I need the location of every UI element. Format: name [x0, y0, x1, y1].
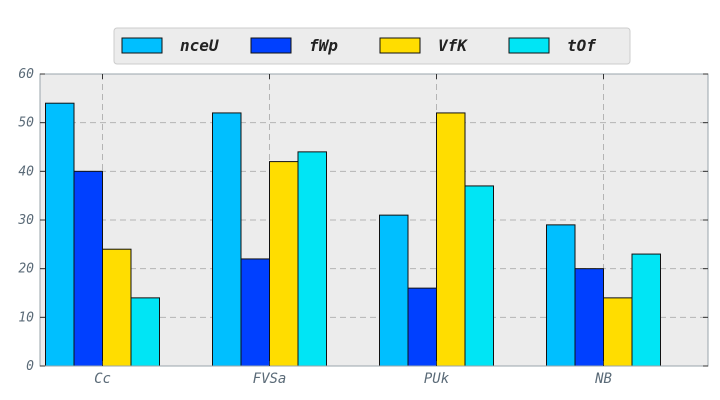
- legend-swatch-nceU: [121, 37, 163, 54]
- bar-tOf-NB: [631, 253, 661, 367]
- legend-swatch-tOf: [508, 37, 550, 54]
- x-axis: Cc FVSa PUk NB: [94, 74, 612, 387]
- bar-nceU-Cc: [45, 102, 75, 367]
- legend-box: [113, 27, 631, 65]
- legend-label-nceU: nceU: [180, 36, 219, 55]
- bar-nceU-NB: [546, 224, 576, 367]
- x-tick-label: PUk: [424, 371, 450, 387]
- y-tick-label: 60: [18, 67, 34, 82]
- legend-swatch-fWp: [250, 37, 292, 54]
- y-tick-label: 50: [18, 116, 34, 131]
- bar-nceU-PUk: [379, 214, 409, 367]
- legend-label-fWp: fWp: [309, 36, 338, 55]
- x-tick-label: Cc: [94, 371, 111, 387]
- bar-VfK-FVSa: [269, 161, 299, 367]
- bar-fWp-PUk: [407, 287, 437, 367]
- y-axis: 0 10 20 30 40 50 60: [17, 67, 708, 374]
- y-tick-label: 0: [26, 359, 34, 374]
- y-tick-label: 20: [18, 262, 34, 277]
- x-tick-label: FVSa: [253, 371, 287, 387]
- bar-tOf-PUk: [464, 185, 494, 367]
- bars: [45, 102, 661, 367]
- x-tick-label: NB: [594, 371, 612, 387]
- bar-fWp-NB: [574, 268, 604, 367]
- legend-label-VfK: VfK: [438, 36, 468, 55]
- legend-swatch-VfK: [379, 37, 421, 54]
- y-tick-label: 30: [17, 213, 34, 228]
- y-tick-label: 10: [18, 310, 34, 325]
- bar-VfK-NB: [603, 297, 633, 367]
- bar-VfK-Cc: [102, 248, 132, 367]
- y-tick-label: 40: [18, 164, 34, 179]
- legend: nceU fWp VfK tOf: [113, 27, 631, 65]
- bar-tOf-Cc: [130, 297, 160, 367]
- legend-label-tOf: tOf: [567, 36, 596, 55]
- bar-fWp-Cc: [73, 170, 103, 367]
- bar-fWp-FVSa: [240, 258, 270, 367]
- bar-VfK-PUk: [436, 112, 466, 367]
- bar-tOf-FVSa: [297, 151, 327, 367]
- bar-nceU-FVSa: [212, 112, 242, 367]
